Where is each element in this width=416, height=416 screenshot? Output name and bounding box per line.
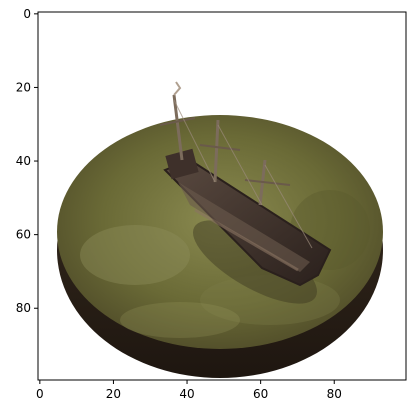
- ship: [159, 81, 332, 304]
- x-axis: 0 20 40 60 80: [36, 380, 342, 401]
- y-tick-label: 60: [16, 228, 31, 242]
- y-tick-label: 0: [23, 7, 31, 21]
- x-tick-label: 40: [179, 387, 194, 401]
- y-tick-label: 20: [16, 80, 31, 94]
- y-tick-label: 40: [16, 154, 31, 168]
- x-tick-label: 20: [106, 387, 121, 401]
- image-content: [38, 12, 406, 380]
- x-tick-label: 60: [253, 387, 268, 401]
- x-tick-label: 80: [327, 387, 342, 401]
- axes-frame: [37, 11, 407, 381]
- y-axis: 0 20 40 60 80: [16, 7, 38, 315]
- y-tick-label: 80: [16, 301, 31, 315]
- base: [57, 115, 383, 378]
- x-tick-label: 0: [36, 387, 44, 401]
